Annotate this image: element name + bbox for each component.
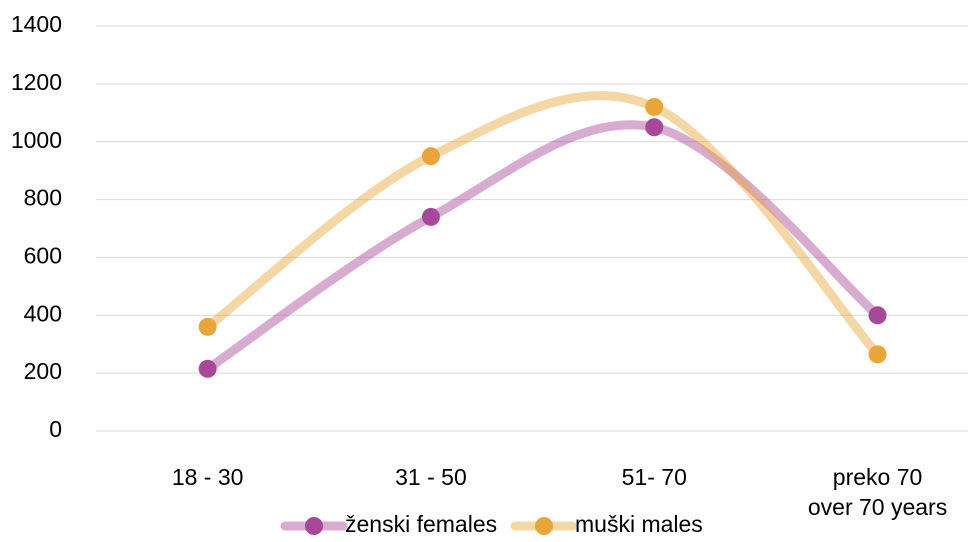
x-tick-label: 51- 70 bbox=[621, 464, 687, 490]
y-tick-label: 1400 bbox=[11, 11, 62, 37]
y-tick-label: 0 bbox=[49, 416, 62, 442]
legend-label: ženski females bbox=[345, 511, 497, 537]
y-tick-label: 600 bbox=[24, 243, 62, 269]
legend-marker bbox=[305, 517, 323, 535]
data-point bbox=[198, 317, 217, 336]
series-line bbox=[203, 91, 883, 359]
y-tick-label: 1000 bbox=[11, 127, 62, 153]
data-point bbox=[198, 359, 217, 378]
y-tick-label: 400 bbox=[24, 300, 62, 326]
legend-label: muški males bbox=[575, 511, 703, 537]
data-point bbox=[421, 147, 440, 166]
data-point bbox=[421, 207, 440, 226]
legend-marker bbox=[535, 517, 553, 535]
y-tick-label: 200 bbox=[24, 358, 62, 384]
x-tick-label: 31 - 50 bbox=[395, 464, 467, 490]
series-line bbox=[203, 120, 883, 374]
data-point bbox=[645, 98, 664, 116]
x-tick-label: preko 70 over 70 years bbox=[807, 464, 948, 520]
data-point bbox=[868, 345, 887, 364]
x-tick-label: 18 - 30 bbox=[171, 464, 244, 490]
y-tick-label: 1200 bbox=[11, 69, 62, 95]
data-point bbox=[645, 118, 664, 137]
data-point bbox=[868, 306, 887, 325]
y-tick-label: 800 bbox=[24, 185, 62, 211]
